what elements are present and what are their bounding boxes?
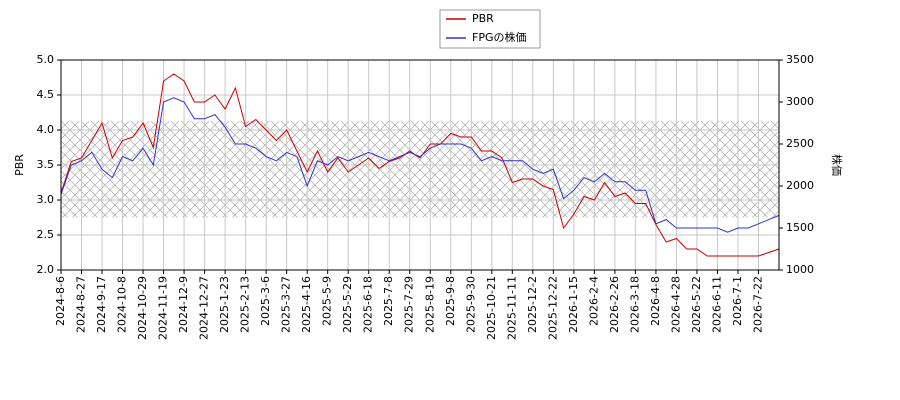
y-tick-label: 2.5 [37,228,55,241]
legend-box [439,9,541,49]
x-tick-label: 2025-11-11 [505,276,518,340]
y2-tick-label: 1500 [786,221,814,234]
x-tick-label: 2026-4-8 [649,276,662,326]
y2-tick-label: 2500 [786,137,814,150]
x-tick-label: 2025-10-21 [485,276,498,340]
x-tick-label: 2026-4-28 [669,276,682,333]
x-tick-label: 2024-12-9 [177,276,190,333]
x-tick-label: 2025-7-8 [382,276,395,326]
y2-tick-label: 3500 [786,53,814,66]
y2-tick-label: 3000 [786,95,814,108]
x-tick-label: 2025-5-29 [341,276,354,333]
x-tick-label: 2026-1-15 [567,276,580,333]
x-tick-label: 2025-1-23 [218,276,231,333]
y-tick-label: 3.0 [37,193,55,206]
y-tick-label: 4.5 [37,88,55,101]
series-line [60,97,780,233]
x-tick-label: 2024-8-6 [54,276,67,326]
legend-label: FPGの株価 [472,30,526,44]
y2-tick-label: 1000 [786,263,814,276]
x-tick-label: 2025-5-9 [321,276,334,326]
y-tick-label: 2.0 [37,263,55,276]
y2-axis-label: 株価 [830,154,844,176]
x-tick-label: 2025-7-29 [403,276,416,333]
x-tick-label: 2025-8-19 [423,276,436,333]
x-tick-label: 2026-3-18 [628,276,641,333]
x-tick-label: 2024-10-8 [116,276,129,333]
x-tick-label: 2025-2-13 [239,276,252,333]
y-tick-label: 4.0 [37,123,55,136]
x-tick-label: 2025-4-16 [300,276,313,333]
x-tick-label: 2024-11-19 [157,276,170,340]
legend-label: PBR [472,12,494,25]
x-tick-label: 2026-2-4 [587,276,600,326]
x-tick-label: 2025-6-18 [362,276,375,333]
x-tick-label: 2025-9-8 [444,276,457,326]
x-tick-label: 2026-5-22 [690,276,703,333]
x-tick-label: 2025-12-22 [546,276,559,340]
x-tick-label: 2024-12-27 [198,276,211,340]
x-tick-label: 2024-8-27 [75,276,88,333]
x-tick-label: 2024-9-17 [95,276,108,333]
x-tick-label: 2025-9-30 [464,276,477,333]
x-tick-label: 2026-7-22 [751,276,764,333]
x-tick-label: 2026-2-26 [608,276,621,333]
x-tick-label: 2026-6-11 [710,276,723,333]
y-tick-label: 3.5 [37,158,55,171]
x-tick-label: 2025-12-2 [526,276,539,333]
y2-tick-label: 2000 [786,179,814,192]
series-line [60,73,780,257]
plot-frame [60,59,780,271]
y-axis-label: PBR [13,154,26,176]
shaded-range [61,120,779,218]
y-tick-label: 5.0 [37,53,55,66]
x-tick-label: 2024-10-29 [136,276,149,340]
x-tick-label: 2025-3-27 [280,276,293,333]
x-tick-label: 2025-3-6 [259,276,272,326]
x-tick-label: 2026-7-1 [731,276,744,326]
